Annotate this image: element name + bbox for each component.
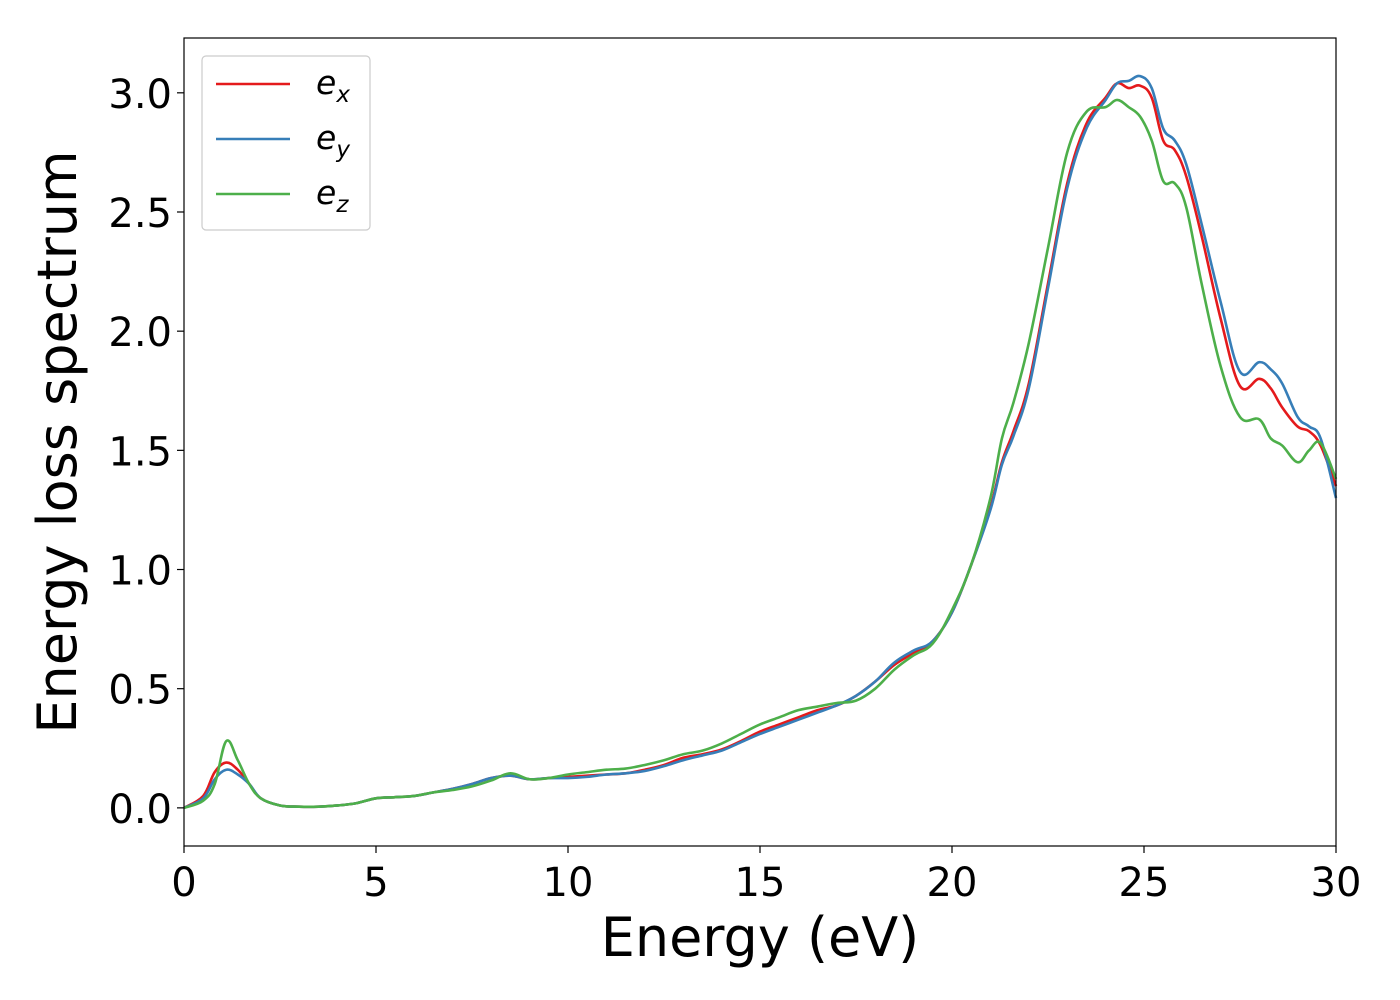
legend: ex ey ez xyxy=(201,55,371,231)
y-tick-label: 0.5 xyxy=(108,668,172,714)
x-axis-ticks: 0 5 10 15 20 25 30 xyxy=(171,846,1361,906)
y-tick-label: 1.5 xyxy=(108,429,172,475)
series-line-e_z xyxy=(183,98,1338,810)
y-tick-label: 1.0 xyxy=(108,549,172,595)
y-tick-label: 0.0 xyxy=(108,787,172,833)
x-tick-label: 15 xyxy=(735,860,786,906)
legend-frame xyxy=(201,55,371,231)
x-tick-label: 10 xyxy=(543,860,594,906)
x-tick-label: 5 xyxy=(363,860,388,906)
y-tick-label: 3.0 xyxy=(108,72,172,118)
y-tick-label: 2.5 xyxy=(108,191,172,237)
legend-label-e_y: ey xyxy=(316,118,350,163)
legend-label-e_z: ez xyxy=(316,173,349,218)
x-tick-label: 20 xyxy=(927,860,978,906)
y-tick-label: 2.0 xyxy=(108,310,172,356)
x-tick-label: 25 xyxy=(1119,860,1170,906)
legend-entries: ex ey ez xyxy=(216,63,350,218)
legend-label-e_x: ex xyxy=(316,63,350,108)
y-axis-label: Energy loss spectrum xyxy=(26,150,89,733)
x-axis-label: Energy (eV) xyxy=(601,906,920,969)
x-tick-label: 0 xyxy=(171,860,196,906)
x-tick-label: 30 xyxy=(1311,860,1362,906)
series-layer xyxy=(183,74,1338,810)
y-axis-ticks: 0.0 0.5 1.0 1.5 2.0 2.5 3.0 xyxy=(108,72,184,833)
